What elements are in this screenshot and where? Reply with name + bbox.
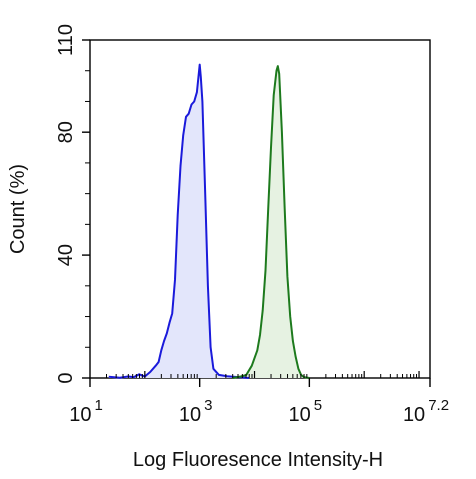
series-lines bbox=[108, 63, 310, 379]
axis-ticks bbox=[82, 39, 431, 387]
x-axis-label: Log Fluoresence Intensity-H bbox=[133, 449, 383, 471]
y-axis-label: Count (%) bbox=[7, 164, 29, 254]
x-tick-label: 10 7.2 bbox=[403, 397, 449, 426]
series-2-line bbox=[232, 65, 310, 379]
y-tick-label: 80 bbox=[55, 121, 77, 143]
y-tick-label: 0 bbox=[55, 372, 77, 383]
series-2-area bbox=[232, 66, 310, 378]
x-tick-label: 10 5 bbox=[289, 397, 323, 426]
axis-tick-labels: 10 1 10 3 10 5 10 7.2 0 40 80 110 bbox=[55, 24, 449, 426]
y-tick-label: 110 bbox=[55, 24, 77, 56]
series-1-line bbox=[108, 63, 250, 379]
series-1-area bbox=[108, 64, 249, 378]
x-tick-label: 10 3 bbox=[179, 397, 213, 426]
series-fills bbox=[108, 64, 310, 378]
y-tick-label: 40 bbox=[55, 244, 77, 266]
x-tick-label: 10 1 bbox=[69, 397, 103, 426]
